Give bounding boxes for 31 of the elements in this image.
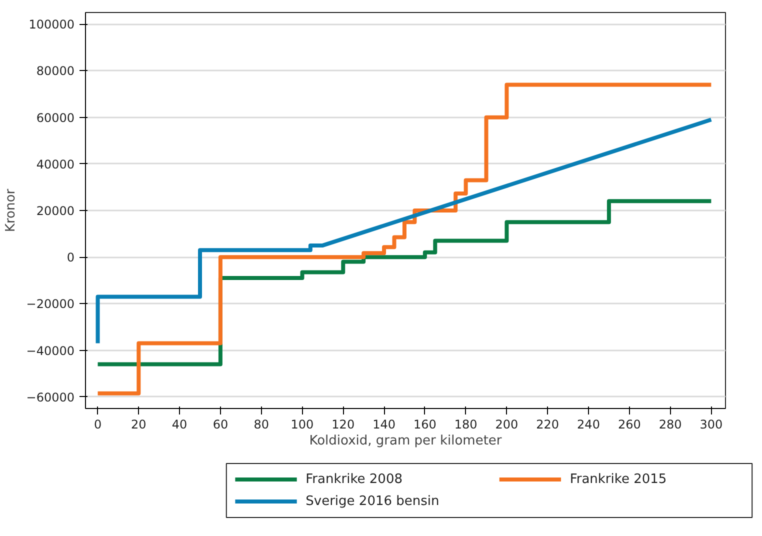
y-tick-label: 80000 <box>36 64 75 78</box>
x-tick-label: 240 <box>577 418 600 432</box>
x-tick-label: 260 <box>618 418 641 432</box>
legend-label: Sverige 2016 bensin <box>306 494 440 509</box>
y-tick-label: −40000 <box>26 344 75 358</box>
x-tick-label: 100 <box>290 418 314 432</box>
y-axis-title: Kronor <box>3 188 18 232</box>
x-tick-label: 160 <box>413 418 436 432</box>
y-tick-label: 100000 <box>28 18 75 32</box>
x-tick-label: 0 <box>94 418 102 432</box>
x-tick-label: 20 <box>131 418 146 432</box>
legend-label: Frankrike 2008 <box>306 472 403 487</box>
x-tick-label: 40 <box>172 418 188 432</box>
x-tick-label: 80 <box>254 418 269 432</box>
x-tick-label: 140 <box>372 418 396 432</box>
y-tick-label: 0 <box>66 250 75 265</box>
x-tick-label: 180 <box>454 418 478 432</box>
y-tick-label: 40000 <box>36 157 75 172</box>
x-tick-label: 60 <box>212 418 228 432</box>
y-tick-label: 20000 <box>36 204 75 218</box>
y-tick-label: −60000 <box>26 390 75 404</box>
x-axis-title: Koldioxid, gram per kilometer <box>309 434 502 448</box>
x-tick-label: 220 <box>536 418 560 432</box>
x-tick-label: 280 <box>658 418 682 432</box>
x-tick-label: 200 <box>495 418 518 432</box>
y-tick-label: 60000 <box>36 110 75 125</box>
y-tick-label: −20000 <box>26 297 75 312</box>
legend-label: Frankrike 2015 <box>570 472 667 487</box>
x-tick-label: 300 <box>700 418 723 432</box>
x-tick-label: 120 <box>332 418 355 432</box>
line-series <box>96 118 714 346</box>
